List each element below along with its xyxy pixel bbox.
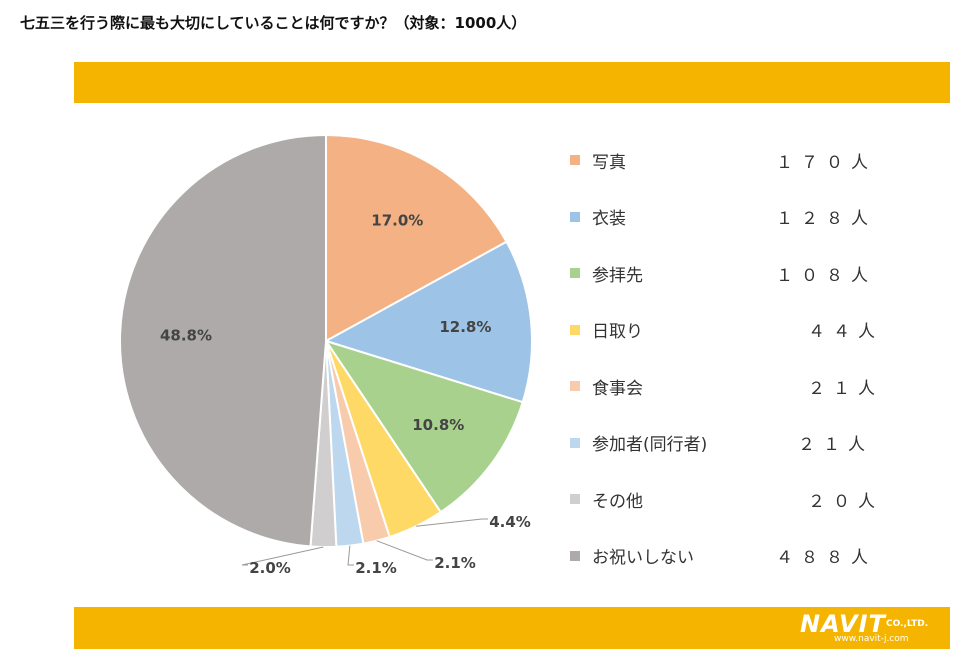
pie-slice-2 [323,240,533,404]
leader-line-7 [241,546,324,566]
slice-label-5: 2.1% [434,554,476,572]
legend-swatch [570,437,580,448]
legend-label: 参加者(同行者) [592,435,708,455]
legend-item: 日取り ４４人 [570,315,900,345]
legend-item: 衣装 １２８人 [570,202,900,232]
leader-line-5 [376,540,433,561]
legend-label: その他 [592,491,643,512]
legend-item: 写真 １７０人 [570,145,900,175]
logo-company-suffix: CO.,LTD. [886,619,929,629]
slice-label-3: 10.8% [412,416,464,434]
legend-label: 写真 [592,152,626,173]
legend-swatch [570,550,580,561]
slice-label-7: 2.0% [249,559,291,577]
top-banner [74,62,950,103]
legend-count: ４４人 [808,322,883,342]
logo-name: NAVIT [800,610,886,638]
legend-swatch [570,268,580,278]
legend-item: お祝いしない ４８８人 [570,541,900,571]
legend-swatch [570,494,580,504]
legend-count: ２１人 [808,378,883,399]
legend-swatch [570,155,580,165]
logo-url: www.navit-j.com [834,634,909,644]
legend-count: １０８人 [776,265,876,286]
legend-swatch [570,381,580,391]
chart-title: 七五三を行う際に最も大切にしていることは何ですか？（対象：1000人） [20,14,527,32]
leader-line-4 [415,518,488,527]
legend-count: ４８８人 [776,548,876,568]
legend-item: 参拝先 １０８人 [570,258,900,288]
legend-count: １７０人 [776,152,876,173]
legend-count: １２８人 [776,209,876,229]
legend-item: その他 ２０人 [570,484,900,514]
pie-slice-1 [325,133,508,343]
legend-item: 参加者(同行者) ２１人 [570,428,900,458]
legend-swatch [570,211,580,222]
slice-label-8: 48.8% [160,327,212,345]
company-logo: NAVIT CO.,LTD. www.navit-j.com [800,610,948,646]
leader-line-6 [347,545,354,566]
legend-swatch [570,324,580,335]
slice-label-4: 4.4% [489,513,531,531]
slice-label-2: 12.8% [439,318,491,336]
legend-label: お祝いしない [592,548,694,568]
pie-slice-3 [323,339,524,514]
slice-label-6: 2.1% [355,559,397,577]
pie-slice-8 [119,133,327,548]
legend-label: 食事会 [592,378,643,399]
legend-label: 衣装 [592,209,626,229]
bottom-banner [74,607,950,649]
legend-label: 参拝先 [592,265,643,286]
legend-label: 日取り [592,322,643,342]
legend-count: ２０人 [808,491,883,512]
legend-item: 食事会 ２１人 [570,371,900,401]
legend-count: ２１人 [798,435,873,455]
slice-label-1: 17.0% [371,211,423,229]
